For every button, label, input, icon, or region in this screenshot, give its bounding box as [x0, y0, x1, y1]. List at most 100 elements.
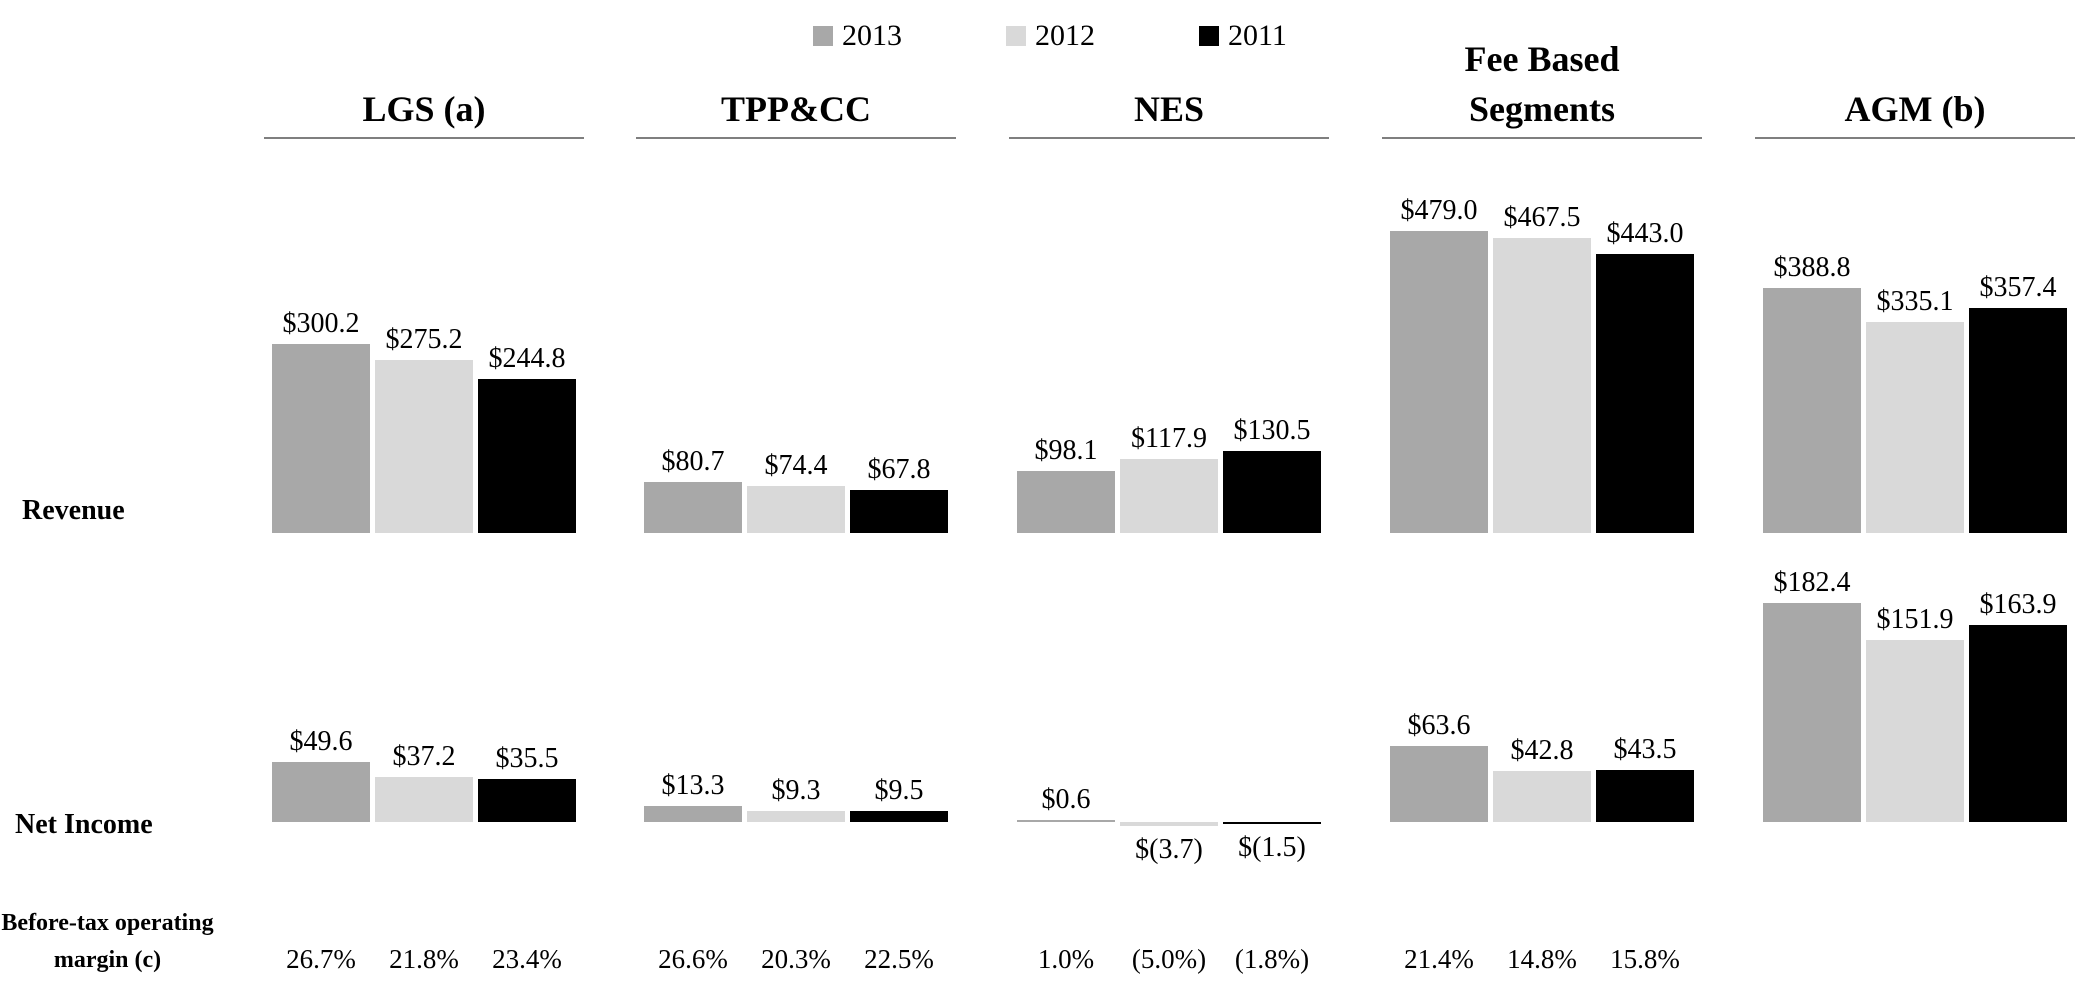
- net-income-value-label-nes-2012: $(3.7): [1135, 834, 1203, 865]
- net-income-bar-lgs-a-2012: [375, 777, 473, 822]
- column-header-text: LGS (a): [362, 89, 486, 129]
- legend-swatch-2012-icon: [1006, 26, 1027, 46]
- net-income-bar-lgs-a-2011: [478, 779, 576, 822]
- revenue-bar-nes-2011: [1223, 451, 1321, 533]
- column-header-underline: [1382, 137, 1702, 139]
- revenue-bar-fee-based-segments-2011: [1596, 254, 1694, 533]
- column-header-text: NES: [1133, 89, 1205, 129]
- revenue-bar-nes-2012: [1120, 459, 1218, 533]
- margin-row-label-line2: margin (c): [53, 947, 162, 973]
- net-income-value-label-nes-2011: $(1.5): [1238, 832, 1306, 863]
- margin-value-nes-2012: (5.0%): [1131, 944, 1207, 974]
- margin-value-lgs-a-2011: 23.4%: [492, 944, 562, 974]
- net-income-value-label-nes-2013: $0.6: [1041, 784, 1091, 815]
- net-income-value-label-fee-based-segments-2013: $63.6: [1407, 710, 1471, 741]
- net-income-bar-tpp-cc-2012: [747, 811, 845, 822]
- revenue-value-label-tpp-cc-2012: $74.4: [764, 450, 828, 481]
- revenue-value-label-tpp-cc-2013: $80.7: [661, 446, 725, 477]
- column-header-text: Fee Based: [1464, 39, 1620, 79]
- net-income-bar-tpp-cc-2013: [644, 806, 742, 822]
- column-header-text: Segments: [1469, 89, 1615, 129]
- net-income-value-label-fee-based-segments-2011: $43.5: [1613, 734, 1677, 765]
- revenue-value-label-fee-based-segments-2011: $443.0: [1606, 218, 1684, 249]
- margin-row-label-line1: Before-tax operating: [1, 910, 214, 936]
- legend-label-2013: 2013: [842, 19, 903, 52]
- column-header-lgs-a: LGS (a): [272, 0, 576, 134]
- revenue-bar-agm-b-2013: [1763, 288, 1861, 533]
- legend-item-2012: 2012: [1006, 20, 1095, 52]
- legend-swatch-2013-icon: [813, 26, 834, 46]
- revenue-bar-lgs-a-2011: [478, 379, 576, 533]
- revenue-value-label-lgs-a-2011: $244.8: [488, 343, 566, 374]
- column-header-underline: [264, 137, 584, 139]
- net-income-bar-tpp-cc-2011: [850, 811, 948, 822]
- revenue-value-label-nes-2012: $117.9: [1131, 423, 1207, 454]
- margin-value-tpp-cc-2012: 20.3%: [761, 944, 831, 974]
- net-income-bar-nes-2013: [1017, 820, 1115, 822]
- legend-label-2011: 2011: [1228, 19, 1287, 52]
- margin-value-fee-based-segments-2011: 15.8%: [1610, 944, 1680, 974]
- margin-row-label: Before-tax operating margin (c): [0, 905, 215, 979]
- revenue-value-label-nes-2011: $130.5: [1233, 415, 1311, 446]
- net-income-row-label: Net Income: [15, 809, 153, 840]
- net-income-bar-nes-2012: [1120, 822, 1218, 826]
- net-income-bar-lgs-a-2013: [272, 762, 370, 822]
- margin-value-nes-2013: 1.0%: [1037, 944, 1095, 974]
- net-income-bar-agm-b-2013: [1763, 603, 1861, 822]
- net-income-bar-fee-based-segments-2013: [1390, 746, 1488, 822]
- net-income-value-label-fee-based-segments-2012: $42.8: [1510, 735, 1574, 766]
- margin-value-nes-2011: (1.8%): [1234, 944, 1310, 974]
- column-header-underline: [1755, 137, 2075, 139]
- revenue-bar-nes-2013: [1017, 471, 1115, 533]
- margin-value-fee-based-segments-2012: 14.8%: [1507, 944, 1577, 974]
- margin-value-fee-based-segments-2013: 21.4%: [1404, 944, 1474, 974]
- column-header-underline: [1009, 137, 1329, 139]
- revenue-bar-tpp-cc-2012: [747, 486, 845, 533]
- net-income-value-label-tpp-cc-2013: $13.3: [661, 770, 725, 801]
- column-header-tpp-cc: TPP&CC: [644, 0, 948, 134]
- revenue-value-label-agm-b-2012: $335.1: [1876, 286, 1954, 317]
- revenue-value-label-agm-b-2011: $357.4: [1979, 272, 2057, 303]
- revenue-bar-fee-based-segments-2013: [1390, 231, 1488, 533]
- net-income-bar-nes-2011: [1223, 822, 1321, 824]
- margin-value-lgs-a-2012: 21.8%: [389, 944, 459, 974]
- revenue-value-label-lgs-a-2013: $300.2: [282, 308, 360, 339]
- revenue-bar-lgs-a-2012: [375, 360, 473, 533]
- legend-swatch-2011-icon: [1199, 26, 1220, 46]
- net-income-value-label-agm-b-2012: $151.9: [1876, 604, 1954, 635]
- revenue-value-label-tpp-cc-2011: $67.8: [867, 454, 931, 485]
- column-header-fee-based-segments: Fee Based Segments: [1390, 0, 1694, 134]
- net-income-bar-agm-b-2012: [1866, 640, 1964, 822]
- column-header-text: TPP&CC: [721, 89, 871, 129]
- column-header-agm-b: AGM (b): [1763, 0, 2067, 134]
- chart-legend: 2013 2012 2011: [0, 20, 2100, 52]
- revenue-value-label-fee-based-segments-2012: $467.5: [1503, 202, 1581, 233]
- margin-value-tpp-cc-2011: 22.5%: [864, 944, 934, 974]
- legend-item-2011: 2011: [1199, 20, 1287, 52]
- net-income-value-label-tpp-cc-2012: $9.3: [771, 775, 821, 806]
- net-income-value-label-agm-b-2013: $182.4: [1773, 567, 1851, 598]
- legend-item-2013: 2013: [813, 20, 902, 52]
- revenue-bar-tpp-cc-2013: [644, 482, 742, 533]
- margin-value-tpp-cc-2013: 26.6%: [658, 944, 728, 974]
- revenue-row-label: Revenue: [22, 495, 125, 526]
- legend-label-2012: 2012: [1035, 19, 1096, 52]
- column-header-nes: NES: [1017, 0, 1321, 134]
- net-income-bar-agm-b-2011: [1969, 625, 2067, 822]
- column-header-text: AGM (b): [1844, 89, 1986, 129]
- net-income-value-label-lgs-a-2012: $37.2: [392, 741, 456, 772]
- net-income-value-label-tpp-cc-2011: $9.5: [874, 775, 924, 806]
- revenue-value-label-agm-b-2013: $388.8: [1773, 252, 1851, 283]
- revenue-value-label-fee-based-segments-2013: $479.0: [1400, 195, 1478, 226]
- column-header-underline: [636, 137, 956, 139]
- revenue-bar-tpp-cc-2011: [850, 490, 948, 533]
- revenue-bar-fee-based-segments-2012: [1493, 238, 1591, 533]
- net-income-value-label-lgs-a-2013: $49.6: [289, 726, 353, 757]
- margin-value-lgs-a-2013: 26.7%: [286, 944, 356, 974]
- net-income-bar-fee-based-segments-2011: [1596, 770, 1694, 822]
- net-income-value-label-agm-b-2011: $163.9: [1979, 589, 2057, 620]
- net-income-value-label-lgs-a-2011: $35.5: [495, 743, 559, 774]
- revenue-bar-lgs-a-2013: [272, 344, 370, 533]
- revenue-bar-agm-b-2012: [1866, 322, 1964, 533]
